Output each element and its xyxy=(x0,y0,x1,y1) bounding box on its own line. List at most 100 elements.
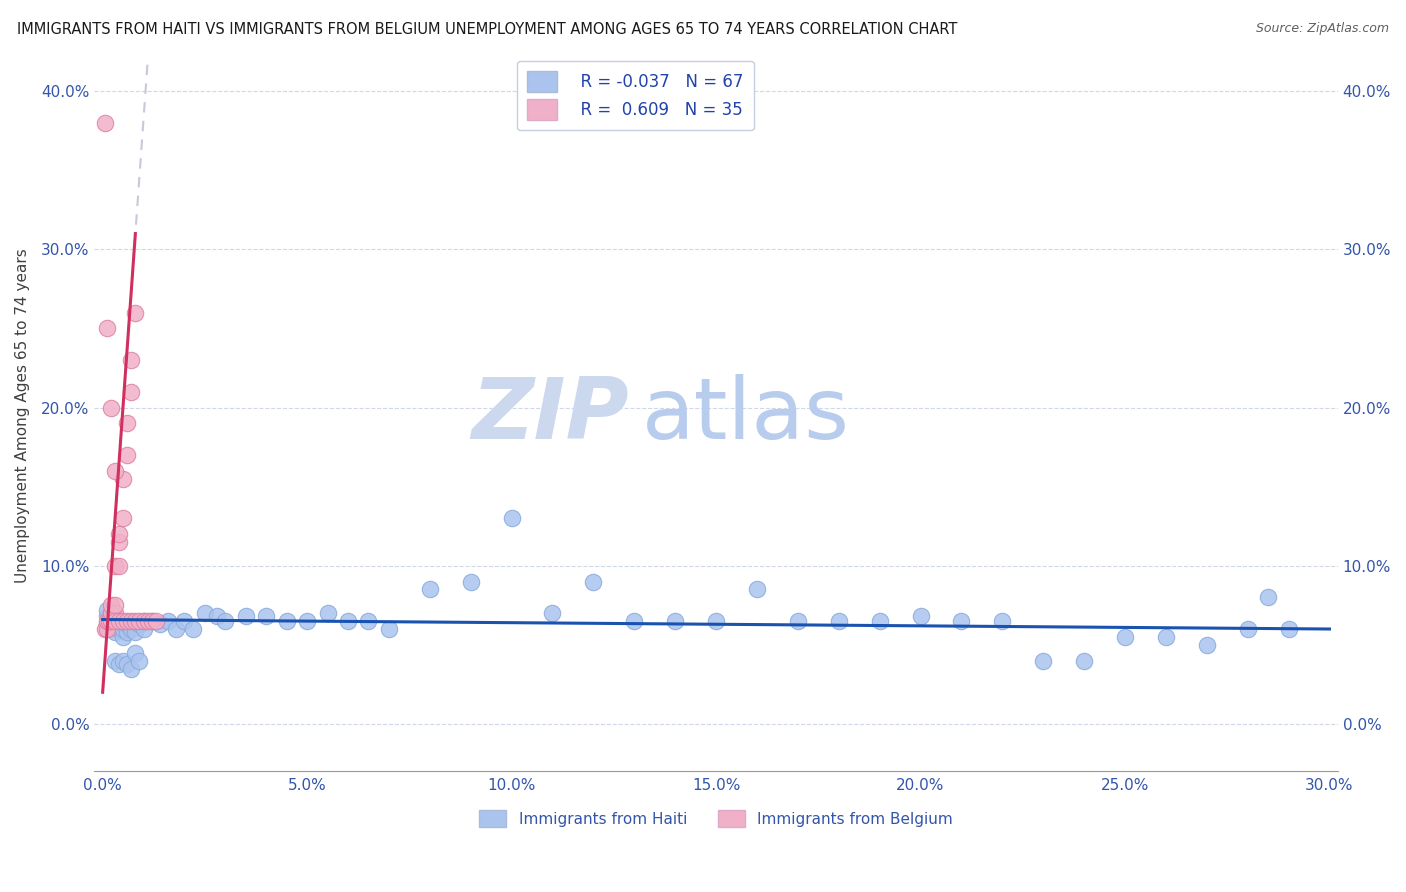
Point xyxy=(115,448,138,462)
Point xyxy=(869,614,891,628)
Point xyxy=(104,464,127,478)
Point xyxy=(205,609,228,624)
Point xyxy=(100,401,122,415)
Point xyxy=(104,606,127,620)
Point xyxy=(1114,630,1136,644)
Point xyxy=(104,654,127,668)
Point xyxy=(120,614,142,628)
Point xyxy=(157,614,180,628)
Point xyxy=(96,603,118,617)
Point xyxy=(112,654,135,668)
Point xyxy=(104,625,127,640)
Y-axis label: Unemployment Among Ages 65 to 74 years: Unemployment Among Ages 65 to 74 years xyxy=(15,248,30,582)
Text: atlas: atlas xyxy=(641,374,849,457)
Point xyxy=(254,609,277,624)
Point xyxy=(112,614,135,628)
Point xyxy=(460,574,482,589)
Point xyxy=(112,622,135,636)
Point xyxy=(112,630,135,644)
Point xyxy=(108,614,131,628)
Point xyxy=(108,657,131,671)
Point xyxy=(108,622,131,636)
Point xyxy=(104,609,127,624)
Point xyxy=(100,622,122,636)
Point xyxy=(214,614,236,628)
Point xyxy=(124,625,146,640)
Point xyxy=(664,614,686,628)
Point xyxy=(100,599,122,613)
Point xyxy=(100,606,122,620)
Point xyxy=(115,617,138,632)
Point xyxy=(97,614,120,628)
Point xyxy=(582,574,605,589)
Point xyxy=(112,511,135,525)
Point xyxy=(295,614,318,628)
Point xyxy=(93,116,115,130)
Point xyxy=(623,614,645,628)
Point xyxy=(96,617,118,632)
Point xyxy=(115,625,138,640)
Point xyxy=(124,614,146,628)
Point xyxy=(991,614,1014,628)
Point xyxy=(93,622,115,636)
Point xyxy=(100,614,122,628)
Point xyxy=(104,614,127,628)
Point xyxy=(104,599,127,613)
Point xyxy=(124,646,146,660)
Point xyxy=(124,306,146,320)
Point xyxy=(96,614,118,628)
Point xyxy=(786,614,808,628)
Point xyxy=(108,527,131,541)
Point xyxy=(1032,654,1054,668)
Point xyxy=(357,614,380,628)
Point xyxy=(120,661,142,675)
Point xyxy=(120,384,142,399)
Point xyxy=(132,614,155,628)
Point xyxy=(501,511,523,525)
Point xyxy=(337,614,360,628)
Text: IMMIGRANTS FROM HAITI VS IMMIGRANTS FROM BELGIUM UNEMPLOYMENT AMONG AGES 65 TO 7: IMMIGRANTS FROM HAITI VS IMMIGRANTS FROM… xyxy=(17,22,957,37)
Point xyxy=(132,614,155,628)
Point xyxy=(181,622,204,636)
Text: Source: ZipAtlas.com: Source: ZipAtlas.com xyxy=(1256,22,1389,36)
Point xyxy=(145,614,167,628)
Point xyxy=(1277,622,1299,636)
Point xyxy=(115,614,138,628)
Point xyxy=(96,609,118,624)
Point xyxy=(128,617,150,632)
Point xyxy=(1195,638,1218,652)
Point xyxy=(419,582,441,597)
Point xyxy=(104,558,127,573)
Point xyxy=(120,353,142,368)
Point xyxy=(541,606,564,620)
Point xyxy=(104,617,127,632)
Point xyxy=(132,622,155,636)
Point xyxy=(704,614,727,628)
Point xyxy=(128,614,150,628)
Point xyxy=(910,609,932,624)
Point xyxy=(108,535,131,549)
Point xyxy=(100,606,122,620)
Point xyxy=(165,622,187,636)
Point xyxy=(96,622,118,636)
Point xyxy=(128,654,150,668)
Point xyxy=(1073,654,1095,668)
Point xyxy=(194,606,217,620)
Point xyxy=(828,614,851,628)
Point xyxy=(141,614,163,628)
Point xyxy=(149,617,172,632)
Point xyxy=(141,614,163,628)
Point xyxy=(108,614,131,628)
Point xyxy=(316,606,339,620)
Point xyxy=(108,558,131,573)
Legend: Immigrants from Haiti, Immigrants from Belgium: Immigrants from Haiti, Immigrants from B… xyxy=(471,802,960,835)
Point xyxy=(112,472,135,486)
Point xyxy=(276,614,298,628)
Point xyxy=(1236,622,1258,636)
Point xyxy=(950,614,973,628)
Point xyxy=(378,622,401,636)
Point xyxy=(136,614,159,628)
Point xyxy=(745,582,768,597)
Point xyxy=(100,614,122,628)
Point xyxy=(1257,591,1279,605)
